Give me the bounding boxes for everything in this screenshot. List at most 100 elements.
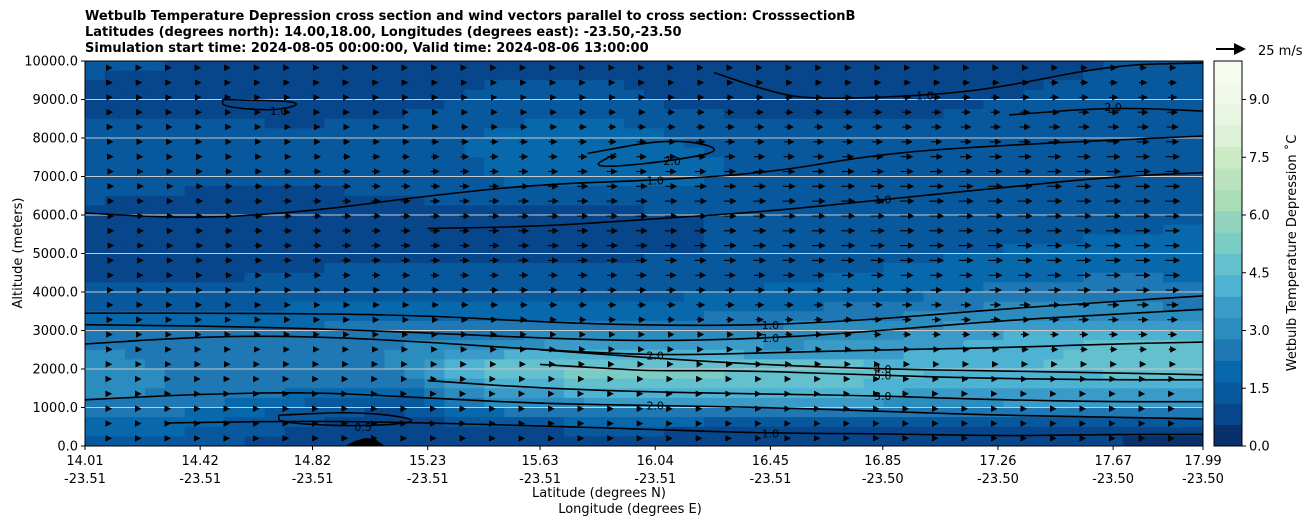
field-cell [184, 176, 206, 187]
field-cell [703, 369, 725, 380]
field-cell [703, 138, 725, 149]
field-cell [863, 417, 885, 428]
field-cell [224, 205, 246, 216]
field-cell [1063, 407, 1084, 418]
field-cell [424, 320, 445, 332]
field-cell [1163, 234, 1184, 245]
field-cell [663, 272, 685, 283]
field-cell [464, 359, 485, 370]
field-cell [1003, 215, 1024, 226]
field-cell [1143, 89, 1164, 101]
field-cell [364, 99, 386, 110]
field-cell [584, 378, 605, 389]
field-cell [644, 234, 665, 245]
field-cell [264, 138, 286, 149]
field-cell [1103, 157, 1124, 168]
field-cell [104, 397, 126, 409]
field-cell [1103, 147, 1124, 158]
field-cell [1103, 186, 1124, 197]
wind-vectors [105, 64, 1181, 442]
field-cell [104, 369, 126, 380]
field-cell [663, 215, 685, 226]
field-cell [124, 234, 146, 245]
field-cell [564, 359, 585, 370]
field-cell [124, 369, 146, 380]
field-cell [404, 426, 425, 437]
field-cell [1063, 138, 1084, 149]
field-cell [584, 138, 605, 149]
field-cell [1163, 311, 1184, 322]
field-cell [584, 320, 605, 332]
field-cell [883, 359, 905, 370]
field-cell [703, 205, 725, 216]
field-cell [883, 147, 905, 158]
field-cell [424, 349, 445, 360]
field-cell [144, 166, 166, 178]
field-cell [264, 378, 286, 389]
field-cell [444, 128, 465, 139]
field-cell [863, 436, 885, 446]
field-cell [1103, 407, 1124, 418]
field-cell [743, 138, 765, 149]
field-cell [1123, 99, 1144, 110]
field-cell [85, 166, 106, 178]
field-cell [284, 166, 306, 178]
field-cell [1103, 215, 1124, 226]
field-cell [204, 301, 226, 312]
field-cell [124, 301, 146, 312]
field-cell [85, 272, 106, 283]
field-cell [204, 109, 226, 120]
field-cell [164, 263, 186, 274]
field-cell [324, 340, 346, 351]
field-cell [663, 138, 685, 149]
field-cell [843, 311, 865, 322]
field-cell [903, 272, 925, 283]
contour-label: 3.0 [874, 390, 892, 403]
field-cell [803, 215, 825, 226]
field-cell [404, 195, 425, 206]
field-cell [244, 243, 266, 255]
field-cell [284, 61, 306, 72]
field-cell [723, 157, 745, 168]
field-cell [85, 330, 106, 341]
field-cell [224, 301, 246, 312]
field-cell [264, 301, 286, 312]
field-cell [1183, 186, 1203, 197]
field-cell [144, 253, 166, 264]
field-cell [324, 89, 346, 101]
field-cell [1103, 330, 1124, 341]
field-cell [703, 215, 725, 226]
field-cell [504, 138, 525, 149]
field-cell [823, 128, 845, 139]
field-cell [743, 70, 765, 81]
field-cell [903, 292, 925, 303]
field-cell [703, 234, 725, 245]
field-cell [683, 417, 705, 428]
field-cell [1023, 89, 1044, 101]
field-cell [1123, 224, 1144, 235]
field-cell [404, 378, 425, 389]
field-cell [1083, 388, 1104, 399]
field-cell [524, 157, 545, 168]
field-cell [444, 234, 465, 245]
field-cell [843, 359, 865, 370]
field-cell [923, 340, 945, 351]
field-cell [624, 436, 645, 446]
field-cell [124, 397, 146, 409]
field-cell [524, 436, 545, 446]
field-cell [364, 253, 386, 264]
field-cell [224, 311, 246, 322]
field-cell [544, 436, 565, 446]
field-cell [763, 118, 785, 129]
field-cell [1143, 320, 1164, 332]
field-cell [783, 157, 805, 168]
field-cell [823, 147, 845, 158]
x-tick-label-lon: -23.50 [977, 472, 1019, 487]
field-cell [364, 282, 386, 293]
field-cell [883, 349, 905, 360]
field-cell [124, 128, 146, 139]
field-cell [324, 118, 346, 129]
field-cell [624, 224, 645, 235]
field-cell [663, 80, 685, 91]
field-cell [85, 89, 106, 101]
